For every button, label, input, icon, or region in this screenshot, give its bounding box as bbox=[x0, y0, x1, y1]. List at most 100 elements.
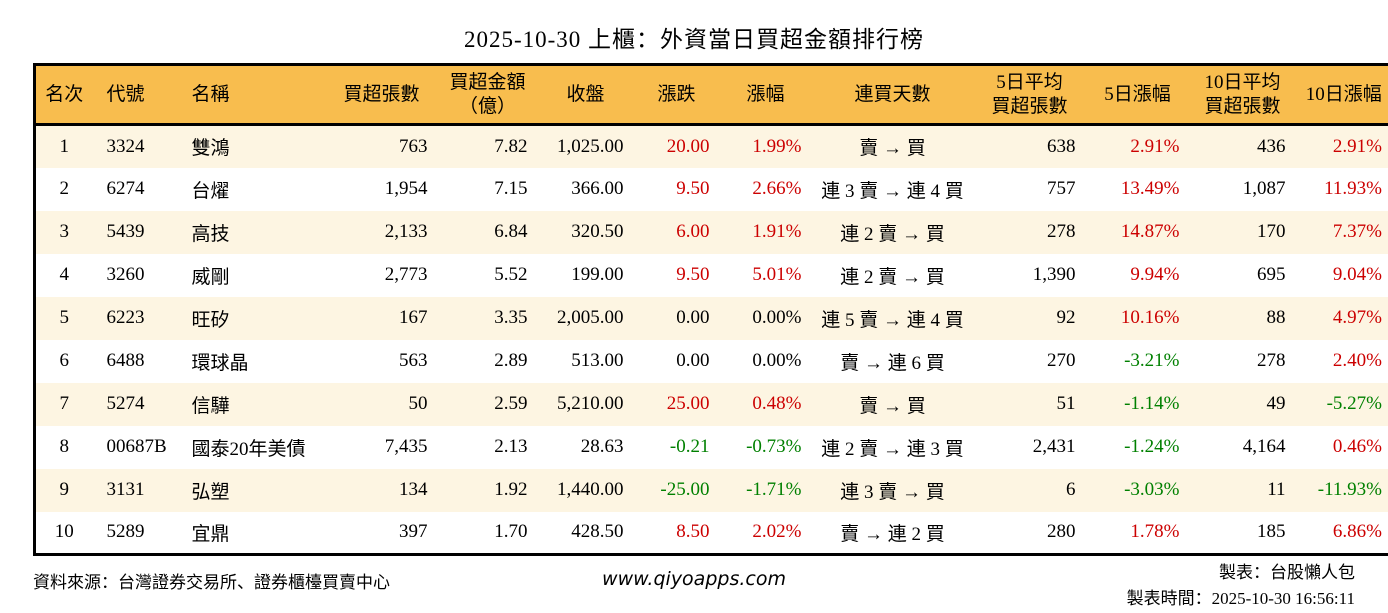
maker-info: 製表：台股懶人包 製表時間：2025-10-30 16:56:11 bbox=[1127, 560, 1355, 613]
header-cell: 5日漲幅 bbox=[1086, 65, 1190, 125]
cell-10d-avg-volume: 11 bbox=[1190, 469, 1296, 512]
cell-rank: 8 bbox=[35, 426, 93, 469]
header-cell: 10日平均 買超張數 bbox=[1190, 65, 1296, 125]
cell-net-buy-volume: 2,133 bbox=[326, 211, 438, 254]
cell-change-pct: 0.00% bbox=[720, 340, 812, 383]
cell-5d-avg-volume: 278 bbox=[974, 211, 1086, 254]
cell-name: 高技 bbox=[178, 211, 326, 254]
cell-change-pct: -1.71% bbox=[720, 469, 812, 512]
cell-buy-streak: 連 5 賣 → 連 4 買 bbox=[812, 297, 974, 340]
cell-10d-change-pct: -5.27% bbox=[1296, 383, 1388, 426]
cell-change: 25.00 bbox=[634, 383, 720, 426]
cell-close: 1,440.00 bbox=[538, 469, 634, 512]
cell-5d-change-pct: 1.78% bbox=[1086, 512, 1190, 555]
cell-5d-avg-volume: 757 bbox=[974, 168, 1086, 211]
header-cell: 漲跌 bbox=[634, 65, 720, 125]
cell-code: 3324 bbox=[93, 125, 178, 168]
cell-close: 5,210.00 bbox=[538, 383, 634, 426]
cell-change-pct: 1.91% bbox=[720, 211, 812, 254]
cell-5d-avg-volume: 270 bbox=[974, 340, 1086, 383]
cell-change: 9.50 bbox=[634, 254, 720, 297]
cell-close: 513.00 bbox=[538, 340, 634, 383]
cell-code: 3260 bbox=[93, 254, 178, 297]
cell-10d-change-pct: 0.46% bbox=[1296, 426, 1388, 469]
cell-name: 台燿 bbox=[178, 168, 326, 211]
cell-5d-change-pct: -1.24% bbox=[1086, 426, 1190, 469]
cell-5d-change-pct: 9.94% bbox=[1086, 254, 1190, 297]
cell-change-pct: -0.73% bbox=[720, 426, 812, 469]
cell-change-pct: 0.48% bbox=[720, 383, 812, 426]
cell-change-pct: 2.66% bbox=[720, 168, 812, 211]
generated-at: 製表時間：2025-10-30 16:56:11 bbox=[1127, 586, 1355, 612]
cell-5d-change-pct: -3.03% bbox=[1086, 469, 1190, 512]
cell-name: 國泰20年美債 bbox=[178, 426, 326, 469]
cell-net-buy-volume: 1,954 bbox=[326, 168, 438, 211]
cell-close: 2,005.00 bbox=[538, 297, 634, 340]
cell-rank: 9 bbox=[35, 469, 93, 512]
cell-5d-change-pct: -1.14% bbox=[1086, 383, 1190, 426]
cell-net-buy-volume: 2,773 bbox=[326, 254, 438, 297]
cell-5d-change-pct: 14.87% bbox=[1086, 211, 1190, 254]
cell-code: 6274 bbox=[93, 168, 178, 211]
cell-rank: 7 bbox=[35, 383, 93, 426]
header-cell: 名次 bbox=[35, 65, 93, 125]
cell-change: -0.21 bbox=[634, 426, 720, 469]
cell-rank: 4 bbox=[35, 254, 93, 297]
cell-buy-streak: 賣 → 連 6 買 bbox=[812, 340, 974, 383]
cell-net-buy-amount: 2.59 bbox=[438, 383, 538, 426]
cell-name: 宜鼎 bbox=[178, 512, 326, 555]
cell-5d-avg-volume: 280 bbox=[974, 512, 1086, 555]
cell-10d-avg-volume: 695 bbox=[1190, 254, 1296, 297]
cell-buy-streak: 連 2 賣 → 買 bbox=[812, 254, 974, 297]
cell-change-pct: 2.02% bbox=[720, 512, 812, 555]
cell-change-pct: 1.99% bbox=[720, 125, 812, 168]
header-cell: 買超張數 bbox=[326, 65, 438, 125]
maker: 製表：台股懶人包 bbox=[1127, 560, 1355, 586]
cell-code: 3131 bbox=[93, 469, 178, 512]
cell-10d-avg-volume: 88 bbox=[1190, 297, 1296, 340]
cell-net-buy-volume: 763 bbox=[326, 125, 438, 168]
cell-5d-avg-volume: 6 bbox=[974, 469, 1086, 512]
header-cell: 收盤 bbox=[538, 65, 634, 125]
header-cell: 10日漲幅 bbox=[1296, 65, 1388, 125]
cell-5d-avg-volume: 1,390 bbox=[974, 254, 1086, 297]
cell-net-buy-volume: 167 bbox=[326, 297, 438, 340]
cell-buy-streak: 連 2 賣 → 連 3 買 bbox=[812, 426, 974, 469]
cell-10d-change-pct: 2.40% bbox=[1296, 340, 1388, 383]
cell-code: 5439 bbox=[93, 211, 178, 254]
cell-net-buy-amount: 6.84 bbox=[438, 211, 538, 254]
cell-rank: 5 bbox=[35, 297, 93, 340]
cell-10d-avg-volume: 170 bbox=[1190, 211, 1296, 254]
cell-net-buy-amount: 7.15 bbox=[438, 168, 538, 211]
cell-buy-streak: 連 2 賣 → 買 bbox=[812, 211, 974, 254]
cell-10d-avg-volume: 185 bbox=[1190, 512, 1296, 555]
cell-net-buy-amount: 1.70 bbox=[438, 512, 538, 555]
cell-code: 6223 bbox=[93, 297, 178, 340]
cell-code: 6488 bbox=[93, 340, 178, 383]
cell-rank: 3 bbox=[35, 211, 93, 254]
header-cell: 買超金額 （億） bbox=[438, 65, 538, 125]
cell-change: 6.00 bbox=[634, 211, 720, 254]
cell-change: -25.00 bbox=[634, 469, 720, 512]
cell-5d-change-pct: 2.91% bbox=[1086, 125, 1190, 168]
cell-10d-change-pct: 6.86% bbox=[1296, 512, 1388, 555]
cell-close: 366.00 bbox=[538, 168, 634, 211]
cell-10d-change-pct: 4.97% bbox=[1296, 297, 1388, 340]
cell-name: 旺矽 bbox=[178, 297, 326, 340]
cell-name: 環球晶 bbox=[178, 340, 326, 383]
header-cell: 代號 bbox=[93, 65, 178, 125]
cell-buy-streak: 連 3 賣 → 連 4 買 bbox=[812, 168, 974, 211]
cell-change: 9.50 bbox=[634, 168, 720, 211]
cell-name: 弘塑 bbox=[178, 469, 326, 512]
cell-net-buy-amount: 2.13 bbox=[438, 426, 538, 469]
header-cell: 連買天數 bbox=[812, 65, 974, 125]
cell-rank: 1 bbox=[35, 125, 93, 168]
cell-10d-change-pct: 9.04% bbox=[1296, 254, 1388, 297]
